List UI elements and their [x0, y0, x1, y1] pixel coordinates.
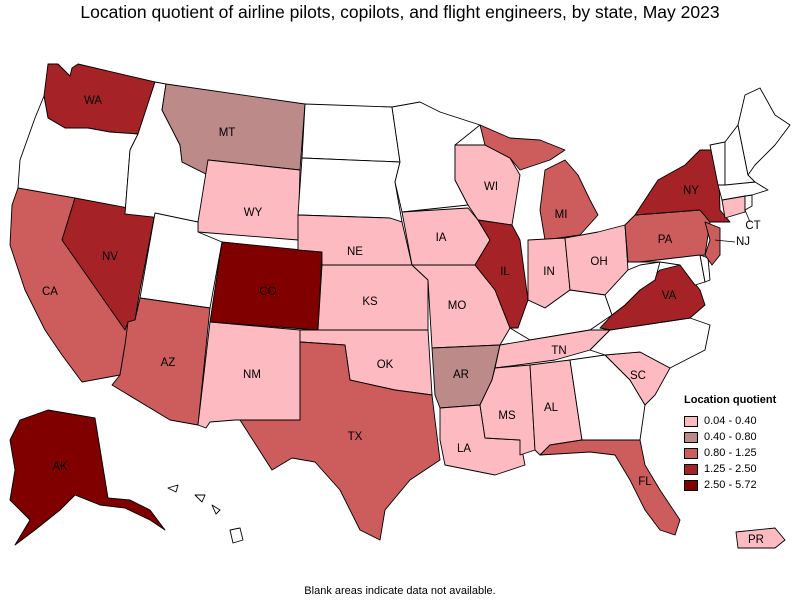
state-label-az: AZ [161, 357, 176, 369]
state-nj[interactable] [704, 221, 721, 266]
state-fl[interactable] [539, 439, 681, 536]
state-label-ia: IA [436, 232, 447, 244]
state-label-wa: WA [84, 95, 102, 107]
map-legend: Location quotient 0.04 - 0.40 0.40 - 0.80… [684, 394, 776, 493]
state-label-ny: NY [683, 185, 699, 197]
state-label-mo: MO [448, 300, 467, 312]
state-label-ms: MS [498, 410, 516, 422]
state-label-ok: OK [377, 359, 394, 371]
state-label-ne: NE [347, 246, 363, 258]
legend-item: 0.04 - 0.40 [684, 413, 776, 429]
state-wv[interactable] [604, 261, 661, 316]
legend-swatch [684, 431, 698, 443]
state-label-in: IN [543, 266, 555, 278]
state-label-pa: PA [658, 234, 673, 246]
state-label-tx: TX [348, 431, 363, 443]
state-az[interactable] [111, 297, 211, 426]
state-sd[interactable] [297, 157, 403, 223]
legend-swatch [684, 415, 698, 427]
state-label-tn: TN [551, 345, 566, 357]
state-ak[interactable] [9, 409, 166, 546]
state-label-ar: AR [453, 369, 469, 381]
legend-swatch [684, 463, 698, 475]
legend-item: 0.80 - 1.25 [684, 445, 776, 461]
legend-range-label: 0.04 - 0.40 [704, 415, 757, 427]
state-label-nm: NM [243, 369, 261, 381]
state-me[interactable] [737, 87, 791, 176]
legend-range-label: 0.80 - 1.25 [704, 447, 757, 459]
state-label-ca: CA [42, 286, 58, 298]
label-leader-line [744, 209, 751, 223]
state-ks[interactable] [317, 264, 429, 331]
state-label-wy: WY [244, 207, 263, 219]
legend-swatch [684, 447, 698, 459]
state-label-oh: OH [590, 256, 607, 268]
state-label-co: CO [259, 286, 276, 298]
legend-swatch [684, 479, 698, 491]
state-label-pr: PR [748, 534, 764, 546]
state-label-nj: NJ [736, 236, 750, 248]
state-label-mt: MT [219, 127, 236, 139]
state-label-ak: AK [52, 461, 68, 473]
state-tx[interactable] [239, 341, 441, 541]
legend-title: Location quotient [684, 394, 777, 406]
state-label-ct: CT [745, 220, 760, 232]
state-label-il: IL [500, 266, 510, 278]
state-hi[interactable] [167, 484, 244, 544]
state-nd[interactable] [301, 103, 401, 163]
legend-item: 2.50 - 5.72 [684, 477, 776, 493]
footnote: Blank areas indicate data not available. [304, 585, 496, 597]
state-label-al: AL [544, 402, 559, 414]
state-ri[interactable] [744, 194, 753, 211]
state-label-sc: SC [630, 370, 646, 382]
legend-range-label: 2.50 - 5.72 [704, 479, 757, 491]
state-label-va: VA [662, 290, 677, 302]
legend-range-label: 1.25 - 2.50 [704, 463, 757, 475]
state-label-fl: FL [638, 476, 652, 488]
state-label-ks: KS [362, 296, 378, 308]
legend-item: 1.25 - 2.50 [684, 461, 776, 477]
map-title: Location quotient of airline pilots, cop… [80, 2, 720, 22]
state-label-mi: MI [555, 209, 568, 221]
state-nh[interactable] [724, 124, 756, 186]
state-label-nv: NV [102, 251, 118, 263]
state-wy[interactable] [197, 159, 301, 241]
state-mi[interactable] [479, 124, 599, 241]
state-label-la: LA [457, 443, 471, 455]
state-label-wi: WI [484, 181, 498, 193]
state-labels: WA CA NV MT WY AZ CO NM NE KS OK TX IA MO AR LA WI IL MI IN… [42, 95, 764, 546]
label-leader-line [714, 239, 736, 243]
legend-range-label: 0.40 - 0.80 [704, 431, 757, 443]
state-pr[interactable] [735, 527, 786, 549]
legend-item: 0.40 - 0.80 [684, 429, 776, 445]
state-de[interactable] [699, 254, 711, 283]
